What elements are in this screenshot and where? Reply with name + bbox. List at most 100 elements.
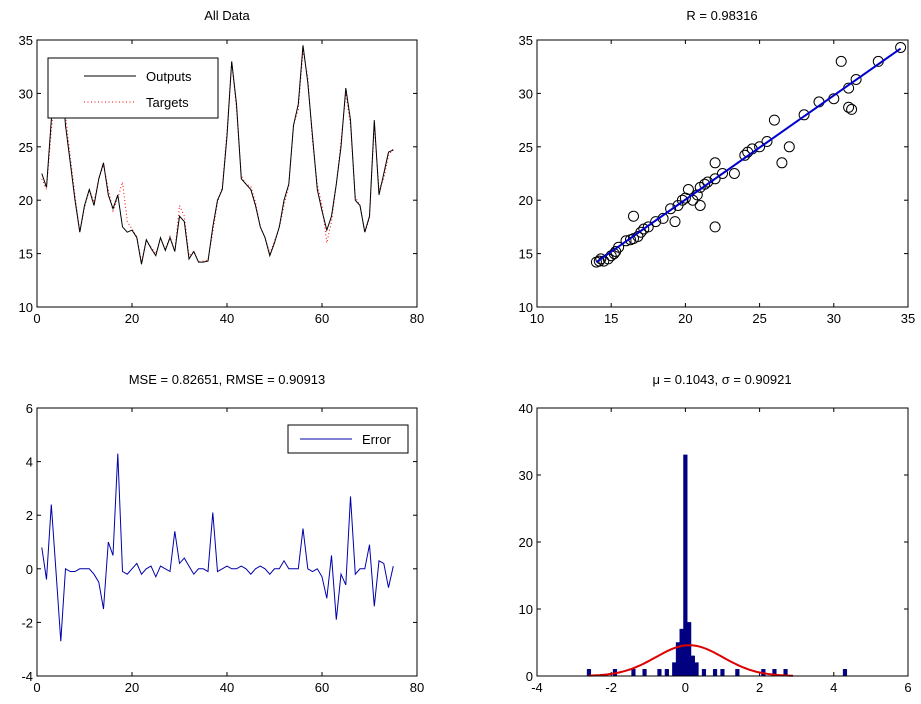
histogram-bar — [701, 669, 707, 677]
scatter-point — [728, 168, 740, 179]
histogram-bar — [694, 662, 699, 677]
y-tick-label: 20 — [519, 193, 533, 208]
x-tick-label: 0 — [33, 311, 40, 326]
y-tick-label: -4 — [21, 669, 33, 684]
scatter-point — [895, 42, 907, 53]
title-regression: R = 0.98316 — [686, 8, 757, 23]
y-tick-label: 40 — [519, 401, 533, 416]
histogram-bar — [720, 669, 725, 677]
y-tick-label: 20 — [519, 535, 533, 550]
scatter-point — [642, 221, 654, 233]
y-tick-label: 25 — [519, 140, 533, 155]
y-tick-label: 35 — [519, 33, 533, 48]
y-tick-label: 10 — [519, 300, 533, 315]
plot-area-regression: 10 15 20 25 30 35 10 15 20 25 30 35 — [519, 33, 916, 326]
histogram-bar — [631, 669, 636, 677]
x-tick-label: 35 — [901, 311, 915, 326]
axes-background — [537, 408, 908, 676]
scatter-point — [754, 141, 766, 153]
histogram-bar — [657, 669, 662, 677]
scatter-point — [717, 168, 728, 179]
plot-area-histogram: -4 -2 0 2 4 6 0 10 20 30 40 — [519, 401, 912, 695]
histogram-bar — [735, 669, 740, 677]
panel-all-data: All Data 0 20 40 60 80 10 15 20 25 30 35 Outputs T… — [19, 8, 425, 326]
series-line-outputs — [41, 45, 394, 265]
scatter-point — [650, 216, 662, 228]
x-tick-label: 0 — [682, 680, 689, 695]
histogram-bar — [672, 662, 677, 677]
y-tick-label: -2 — [21, 615, 33, 630]
x-tick-label: 15 — [604, 311, 618, 326]
scatter-point — [699, 178, 711, 190]
scatter-point — [761, 136, 773, 147]
scatter-point — [628, 210, 639, 222]
x-tick-label: 20 — [125, 680, 139, 695]
histogram-bar — [642, 669, 647, 677]
y-tick-label: 30 — [19, 86, 33, 101]
scatter-point — [709, 173, 721, 185]
x-tick-label: 0 — [33, 680, 40, 695]
scatter-point — [709, 221, 721, 233]
series-line-error — [41, 453, 394, 642]
scatter-point — [682, 184, 694, 195]
y-tick-label: 4 — [26, 455, 33, 470]
regression-fit-line — [595, 47, 902, 263]
scatter-point — [635, 226, 647, 238]
x-tick-label: 80 — [410, 311, 424, 326]
y-tick-label: 10 — [19, 300, 33, 315]
x-tick-label: -2 — [605, 680, 617, 695]
panel-histogram: μ = 0.1043, σ = 0.90921 -4 -2 0 2 4 6 0 10 20 30 4… — [519, 372, 912, 695]
y-tick-label: 0 — [26, 562, 33, 577]
title-error: MSE = 0.82651, RMSE = 0.90913 — [129, 372, 326, 387]
x-tick-label: 2 — [756, 680, 763, 695]
axes-frame — [536, 39, 909, 308]
y-tick-label: 15 — [519, 247, 533, 262]
histogram-bar — [679, 628, 684, 677]
y-tick-label: 2 — [26, 508, 33, 523]
x-tick-label: 10 — [530, 311, 544, 326]
x-tick-label: 60 — [315, 311, 329, 326]
scatter-point — [620, 235, 632, 247]
scatter-point — [835, 55, 847, 67]
title-all-data: All Data — [204, 8, 250, 23]
scatter-point — [709, 157, 721, 169]
scatter-point — [776, 157, 788, 169]
legend-box — [47, 57, 219, 119]
panel-error: MSE = 0.82651, RMSE = 0.90913 0 20 40 60 80-… — [21, 372, 424, 695]
x-tick-label: 25 — [752, 311, 766, 326]
scatter-point — [694, 200, 706, 211]
scatter-point — [798, 109, 810, 121]
scatter-point — [702, 176, 714, 188]
x-tick-label: 60 — [315, 680, 329, 695]
scatter-point — [843, 101, 855, 113]
y-tick-label: 35 — [19, 33, 33, 48]
legend-label-error: Error — [362, 432, 392, 447]
scatter-point — [846, 103, 858, 115]
scatter-point — [613, 241, 625, 253]
scatter-point — [783, 141, 795, 153]
scatter-point — [595, 253, 607, 265]
y-tick-label: 15 — [19, 247, 33, 262]
legend-all-data: Outputs Targets — [47, 57, 219, 119]
y-tick-label: 30 — [519, 86, 533, 101]
title-histogram: μ = 0.1043, σ = 0.90921 — [652, 372, 791, 387]
x-tick-label: 40 — [220, 311, 234, 326]
scatter-point — [669, 216, 681, 228]
legend-label-outputs: Outputs — [146, 69, 192, 84]
axes-frame — [36, 39, 418, 308]
y-tick-label: 25 — [19, 140, 33, 155]
histogram-bar — [690, 655, 695, 677]
y-tick-label: 6 — [26, 401, 33, 416]
x-tick-label: 80 — [410, 680, 424, 695]
y-tick-label: 30 — [519, 468, 533, 483]
scatter-point — [850, 74, 862, 85]
axes-frame — [536, 407, 909, 677]
normal-fit-curve — [588, 644, 793, 677]
scatter-point — [665, 203, 677, 215]
y-tick-label: 10 — [519, 602, 533, 617]
histogram-bar — [842, 669, 848, 677]
histogram-bar — [664, 669, 669, 677]
panel-regression: R = 0.98316 10 15 20 25 30 35 10 15 20 25 30 35 — [519, 8, 916, 326]
x-tick-label: 40 — [220, 680, 234, 695]
histogram-bar — [687, 622, 692, 677]
